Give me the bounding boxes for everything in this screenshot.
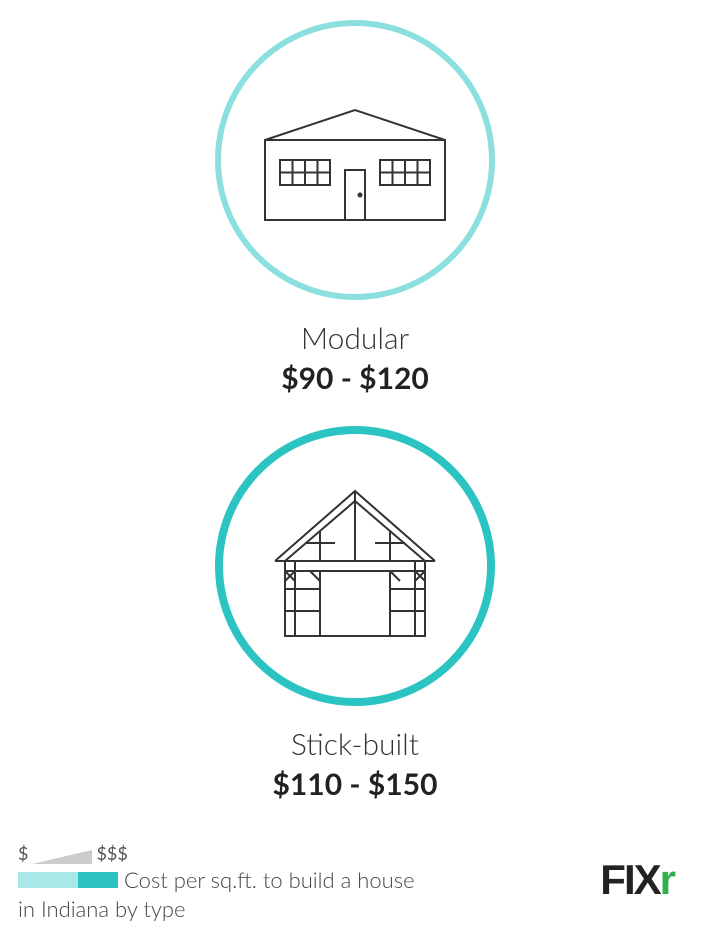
legend-bar-high [78, 872, 118, 888]
label-stickbuilt: Stick-built [291, 726, 419, 762]
legend-low-symbol: $ [18, 842, 28, 864]
footer: $ $$$ Cost per sq.ft. to build a house i… [18, 842, 692, 922]
legend-high-symbol: $$$ [96, 842, 127, 864]
item-modular: Modular $90 - $120 [215, 20, 495, 396]
stickbuilt-frame-icon [255, 481, 455, 651]
price-modular: $90 - $120 [281, 360, 429, 396]
logo-fix: FIX [600, 856, 659, 903]
modular-house-icon [255, 90, 455, 230]
legend-scale: $ $$$ [18, 842, 692, 864]
legend: $ $$$ Cost per sq.ft. to build a house i… [18, 842, 692, 922]
legend-bar-low [18, 872, 78, 888]
fixr-logo: FIXr [600, 856, 674, 904]
circle-modular [215, 20, 495, 300]
legend-text-1: Cost per sq.ft. to build a house [124, 866, 415, 893]
price-stickbuilt: $110 - $150 [273, 766, 438, 802]
logo-r: r [660, 856, 674, 903]
legend-text-2: in Indiana by type [18, 895, 692, 922]
wedge-icon [32, 850, 92, 864]
item-stickbuilt: Stick-built $110 - $150 [215, 426, 495, 802]
legend-bar-row: Cost per sq.ft. to build a house [18, 866, 692, 893]
circle-stickbuilt [215, 426, 495, 706]
infographic-container: Modular $90 - $120 [0, 0, 710, 832]
label-modular: Modular [301, 320, 409, 356]
